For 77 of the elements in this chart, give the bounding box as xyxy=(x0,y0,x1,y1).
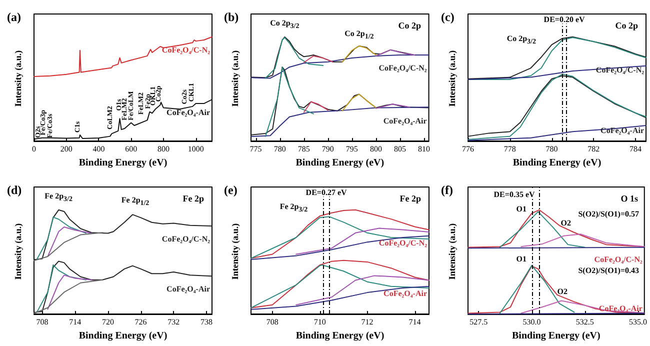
x-tick-label: 805 xyxy=(394,144,406,154)
x-tick-label: 530.0 xyxy=(522,318,541,326)
series-label: CoFe₂O₄-Air xyxy=(384,288,428,298)
chart-title: (a) xyxy=(7,10,21,24)
chart-subtitle: Fe 2p xyxy=(400,194,421,204)
y-axis-title: Intensity (a.u.) xyxy=(230,50,240,107)
annotation: S(O2)/S(O1)=0.57 xyxy=(578,209,640,218)
series-label: CoFe₂O₄/C-N₂ xyxy=(162,234,211,244)
x-tick-label: 800 xyxy=(157,144,170,154)
series-label: CoFe₂O₄/C-N₂ xyxy=(596,66,645,75)
x-tick-label: 0 xyxy=(32,144,36,154)
series-label: CoFe₂O₄-Air xyxy=(600,126,644,136)
x-tick-label: 780 xyxy=(546,144,558,154)
chart-subtitle: O 1s xyxy=(620,194,638,204)
annotation: S(O2)/S(O1)=0.43 xyxy=(578,266,640,276)
x-axis-title: Binding Energy (eV) xyxy=(296,158,384,168)
y-axis-title: Intensity (a.u.) xyxy=(230,223,240,280)
x-tick-label: 708 xyxy=(266,318,278,326)
x-axis-title: Binding Energy (eV) xyxy=(78,330,168,342)
x-axis-title: Binding Energy (eV) xyxy=(512,330,600,342)
x-tick-label: 714 xyxy=(69,318,82,326)
x-tick-label: 1000 xyxy=(188,144,204,154)
chart-title: (b) xyxy=(224,10,239,24)
x-tick-label: 785 xyxy=(298,144,310,154)
text: DE=0.35 eV xyxy=(494,190,536,200)
chart-subtitle: Co 2p xyxy=(398,20,422,30)
chart-subtitle: Co 2p xyxy=(615,20,638,30)
series-label: CoFe₂O₄-Air xyxy=(598,304,643,313)
annotation: O2 xyxy=(557,286,568,296)
x-axis-title: Binding Energy (eV) xyxy=(78,158,168,168)
series-label: CoFe₂O₄-Air xyxy=(166,284,210,294)
text: DE=0.20 eV xyxy=(544,15,586,24)
y-axis-title: Intensity (a.u.) xyxy=(447,50,457,107)
x-axis-title: Binding Energy (eV) xyxy=(296,330,384,342)
x-tick-label: 712 xyxy=(361,318,374,326)
text: DE=0.27 eV xyxy=(306,188,348,198)
x-tick-label: 782 xyxy=(588,144,600,154)
x-tick-label: 795 xyxy=(346,144,358,154)
y-axis-title: Intensity (a.u.) xyxy=(13,50,23,107)
x-tick-label: 720 xyxy=(102,318,114,326)
x-tick-label: 778 xyxy=(504,144,516,154)
x-tick-label: 776 xyxy=(462,144,474,154)
x-tick-label: 532.5 xyxy=(576,318,594,326)
annotation: O1 xyxy=(516,254,527,264)
x-tick-label: 810 xyxy=(418,144,430,154)
x-tick-label: 708 xyxy=(36,318,48,326)
annotation: O1 xyxy=(516,204,527,214)
x-tick-label: 400 xyxy=(92,144,105,154)
series-label: CoFe₂O₄-Air xyxy=(383,116,428,126)
chart-title: (d) xyxy=(7,183,22,197)
x-tick-label: 800 xyxy=(370,144,382,154)
x-tick-label: 535.0 xyxy=(629,318,647,326)
x-tick-label: 527.5 xyxy=(470,318,488,326)
chart-title: (f) xyxy=(441,183,453,197)
x-tick-label: 775 xyxy=(250,144,262,154)
x-tick-label: 600 xyxy=(125,144,138,154)
x-tick-label: 784 xyxy=(630,144,642,154)
y-axis-title: Intensity (a.u.) xyxy=(13,223,23,280)
x-tick-label: 780 xyxy=(274,144,286,154)
x-tick-label: 738 xyxy=(200,318,213,326)
series-label: CoFe₂O₄/C-N₂ xyxy=(162,45,211,54)
x-tick-label: 732 xyxy=(168,318,180,326)
x-tick-label: 726 xyxy=(134,318,147,326)
series-label: CoFe₂O₄-Air xyxy=(166,108,210,118)
series-label: CoFe₂O₄/C-N₂ xyxy=(594,255,643,264)
chart-title: (e) xyxy=(224,183,238,197)
series-label: CoFe₂O₄/C-N₂ xyxy=(378,64,428,73)
chart-subtitle: Fe 2p xyxy=(182,194,204,204)
y-axis-title: Intensity (a.u.) xyxy=(447,223,457,280)
x-tick-label: 790 xyxy=(322,144,334,154)
x-tick-label: 714 xyxy=(408,318,421,326)
x-tick-label: 200 xyxy=(60,144,72,154)
chart-title: (c) xyxy=(441,10,454,24)
series-label: CoFe₂O₄/C-N₂ xyxy=(378,238,428,248)
x-tick-label: 710 xyxy=(314,318,326,326)
annotation: O2 xyxy=(560,218,572,228)
x-axis-title: Binding Energy (eV) xyxy=(512,158,602,168)
